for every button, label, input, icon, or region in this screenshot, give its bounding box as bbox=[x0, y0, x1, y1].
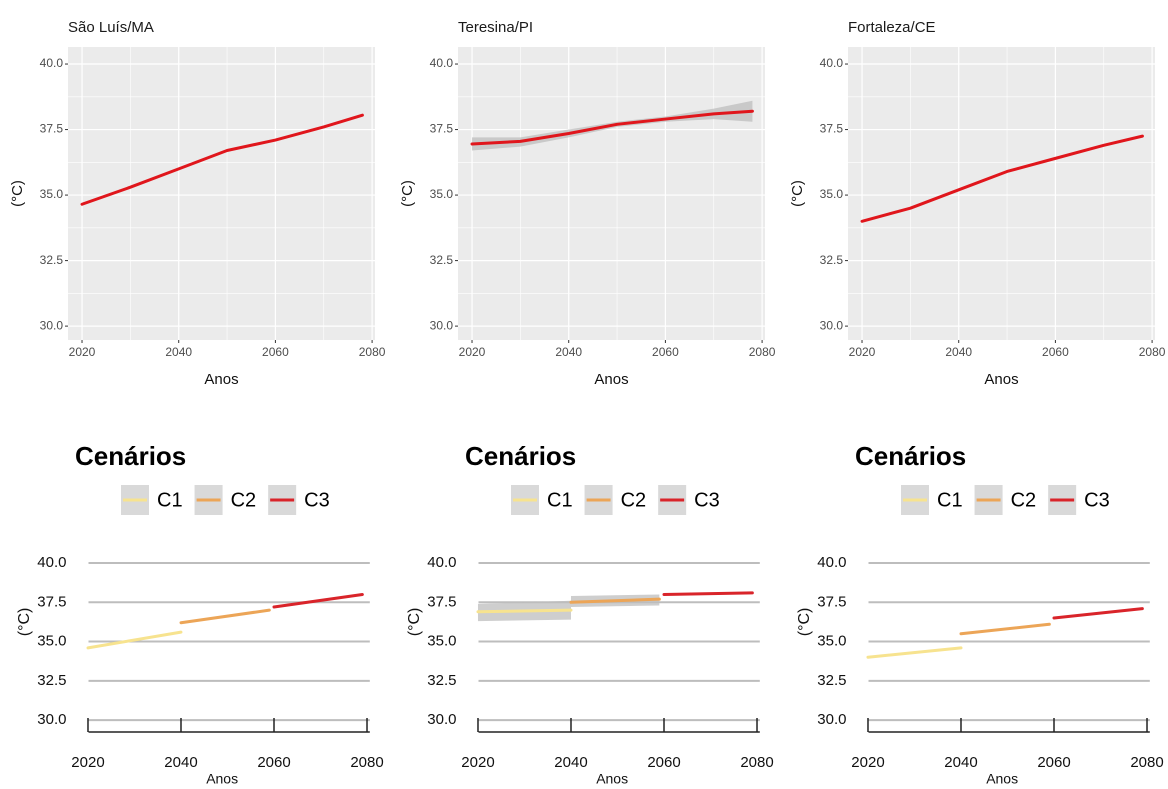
y-tick-label: 37.5 bbox=[427, 593, 456, 610]
line bbox=[470, 109, 754, 146]
x-tick-label: 2020 bbox=[71, 754, 104, 771]
x-tick-label: 2080 bbox=[359, 345, 386, 359]
y-axis-title: (°C) bbox=[16, 608, 33, 637]
x-tick-label: 2080 bbox=[1139, 345, 1166, 359]
y-tick-label: 35.0 bbox=[820, 187, 844, 201]
legend-title: Cenários bbox=[75, 441, 186, 471]
line bbox=[959, 622, 1051, 636]
y-tick-label: 35.0 bbox=[40, 187, 64, 201]
y-tick-label: 37.5 bbox=[817, 593, 846, 610]
y-tick-label: 35.0 bbox=[430, 187, 454, 201]
y-tick-label: 40.0 bbox=[820, 56, 844, 70]
x-tick-label: 2080 bbox=[350, 754, 383, 771]
y-tick-label: 32.5 bbox=[430, 253, 454, 267]
y-tick-label: 35.0 bbox=[37, 633, 66, 650]
x-tick-label: 2040 bbox=[555, 345, 582, 359]
panel-title: Fortaleza/CE bbox=[848, 19, 936, 36]
legend-title: Cenários bbox=[855, 441, 966, 471]
x-tick-label: 2020 bbox=[849, 345, 876, 359]
x-tick-label: 2060 bbox=[1037, 754, 1070, 771]
line bbox=[866, 646, 963, 659]
line bbox=[272, 592, 364, 609]
y-axis-title: (°C) bbox=[406, 608, 423, 637]
y-tick-label: 40.0 bbox=[427, 554, 456, 571]
x-tick-label: 2080 bbox=[740, 754, 773, 771]
x-tick-label: 2020 bbox=[851, 754, 884, 771]
x-tick-label: 2080 bbox=[749, 345, 776, 359]
y-tick-label: 32.5 bbox=[817, 672, 846, 689]
y-tick-label: 37.5 bbox=[40, 122, 64, 136]
x-axis-title: Anos bbox=[596, 771, 628, 787]
line bbox=[662, 591, 754, 596]
legend-label: C2 bbox=[1011, 489, 1037, 511]
y-tick-label: 30.0 bbox=[37, 711, 66, 728]
y-axis-title: (°C) bbox=[9, 180, 26, 207]
line bbox=[476, 608, 573, 614]
x-tick-label: 2040 bbox=[165, 345, 192, 359]
line bbox=[860, 134, 1144, 223]
y-tick-label: 40.0 bbox=[430, 56, 454, 70]
x-tick-label: 2060 bbox=[1042, 345, 1069, 359]
legend-title: Cenários bbox=[465, 441, 576, 471]
x-tick-label: 2060 bbox=[647, 754, 680, 771]
x-axis-title: Anos bbox=[986, 771, 1018, 787]
x-tick-label: 2020 bbox=[459, 345, 486, 359]
legend-label: C1 bbox=[157, 489, 183, 511]
y-tick-label: 32.5 bbox=[427, 672, 456, 689]
legend-label: C2 bbox=[621, 489, 647, 511]
x-tick-label: 2040 bbox=[554, 754, 587, 771]
x-tick-label: 2080 bbox=[1130, 754, 1163, 771]
legend-label: C2 bbox=[231, 489, 257, 511]
y-tick-label: 32.5 bbox=[820, 253, 844, 267]
legend-label: C3 bbox=[694, 489, 720, 511]
y-tick-label: 35.0 bbox=[427, 633, 456, 650]
x-tick-label: 2020 bbox=[69, 345, 96, 359]
y-tick-label: 32.5 bbox=[40, 253, 64, 267]
y-axis-title: (°C) bbox=[789, 180, 806, 207]
y-tick-label: 37.5 bbox=[430, 122, 454, 136]
x-tick-label: 2060 bbox=[257, 754, 290, 771]
x-tick-label: 2040 bbox=[945, 345, 972, 359]
line bbox=[86, 630, 183, 650]
y-tick-label: 37.5 bbox=[37, 593, 66, 610]
y-axis-title: (°C) bbox=[399, 180, 416, 207]
x-axis-title: Anos bbox=[204, 371, 238, 388]
x-tick-label: 2020 bbox=[461, 754, 494, 771]
line bbox=[569, 597, 661, 604]
y-tick-label: 40.0 bbox=[40, 56, 64, 70]
y-axis-title: (°C) bbox=[796, 608, 813, 637]
y-tick-label: 30.0 bbox=[430, 318, 454, 332]
y-tick-label: 35.0 bbox=[817, 633, 846, 650]
legend-label: C1 bbox=[937, 489, 963, 511]
x-axis-title: Anos bbox=[984, 371, 1018, 388]
legend-label: C1 bbox=[547, 489, 573, 511]
plot-background bbox=[458, 47, 765, 340]
legend-label: C3 bbox=[304, 489, 330, 511]
y-tick-label: 32.5 bbox=[37, 672, 66, 689]
y-tick-label: 40.0 bbox=[37, 554, 66, 571]
x-tick-label: 2060 bbox=[652, 345, 679, 359]
y-tick-label: 40.0 bbox=[817, 554, 846, 571]
x-axis-title: Anos bbox=[206, 771, 238, 787]
x-tick-label: 2040 bbox=[944, 754, 977, 771]
legend-label: C3 bbox=[1084, 489, 1110, 511]
line bbox=[80, 113, 364, 206]
y-tick-label: 30.0 bbox=[427, 711, 456, 728]
x-tick-label: 2060 bbox=[262, 345, 289, 359]
y-tick-label: 37.5 bbox=[820, 122, 844, 136]
x-tick-label: 2040 bbox=[164, 754, 197, 771]
panel-title: Teresina/PI bbox=[458, 19, 533, 36]
line bbox=[1052, 607, 1144, 620]
y-tick-label: 30.0 bbox=[817, 711, 846, 728]
plot-background bbox=[848, 47, 1155, 340]
y-tick-label: 30.0 bbox=[820, 318, 844, 332]
x-axis-title: Anos bbox=[594, 371, 628, 388]
y-tick-label: 30.0 bbox=[40, 318, 64, 332]
line bbox=[179, 608, 271, 625]
panel-title: São Luís/MA bbox=[68, 19, 154, 36]
